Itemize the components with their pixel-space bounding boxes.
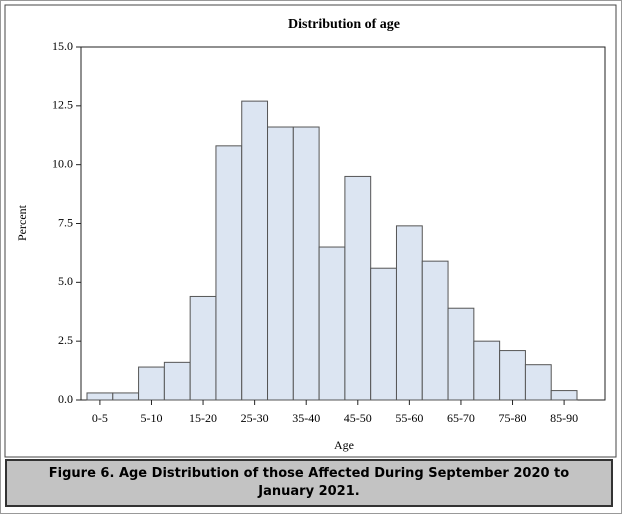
figure-caption: Figure 6. Age Distribution of those Affe… xyxy=(5,459,613,507)
bar xyxy=(447,307,475,401)
y-tick-label: 12.5 xyxy=(52,98,73,112)
bar xyxy=(344,175,372,401)
y-tick-label: 15.0 xyxy=(52,39,73,53)
bar xyxy=(163,361,191,401)
bar xyxy=(318,246,346,401)
bar xyxy=(292,126,320,401)
bar xyxy=(499,350,526,401)
x-tick-label: 45-50 xyxy=(344,411,372,425)
bar xyxy=(473,340,501,401)
x-tick-label: 85-90 xyxy=(550,411,578,425)
x-tick-label: 0-5 xyxy=(92,411,108,425)
bar xyxy=(86,392,114,401)
bar xyxy=(189,295,217,401)
bar xyxy=(138,366,165,401)
x-tick-label: 75-80 xyxy=(499,411,527,425)
y-tick-label: 0.0 xyxy=(58,392,73,406)
bar xyxy=(241,100,269,401)
bar xyxy=(215,145,243,401)
y-tick-label: 2.5 xyxy=(58,333,73,347)
y-tick-label: 10.0 xyxy=(52,156,73,170)
bar xyxy=(267,126,294,401)
y-axis-label: Percent xyxy=(15,204,29,241)
x-tick-label: 55-60 xyxy=(395,411,423,425)
bar xyxy=(370,267,397,401)
bar xyxy=(112,392,140,401)
x-tick-label: 15-20 xyxy=(189,411,217,425)
x-tick-label: 65-70 xyxy=(447,411,475,425)
bar xyxy=(395,225,423,401)
bar xyxy=(524,364,552,401)
y-tick-label: 5.0 xyxy=(58,274,73,288)
x-tick-label: 5-10 xyxy=(140,411,162,425)
chart-title: Distribution of age xyxy=(288,17,400,32)
bar xyxy=(421,260,449,401)
x-axis-label: Age xyxy=(334,438,354,452)
x-tick-label: 25-30 xyxy=(241,411,269,425)
y-tick-label: 7.5 xyxy=(58,215,73,229)
bar xyxy=(550,390,578,401)
x-tick-label: 35-40 xyxy=(292,411,320,425)
chart: Distribution of age Age Percent 0.0 2.5 5.… xyxy=(4,4,617,458)
